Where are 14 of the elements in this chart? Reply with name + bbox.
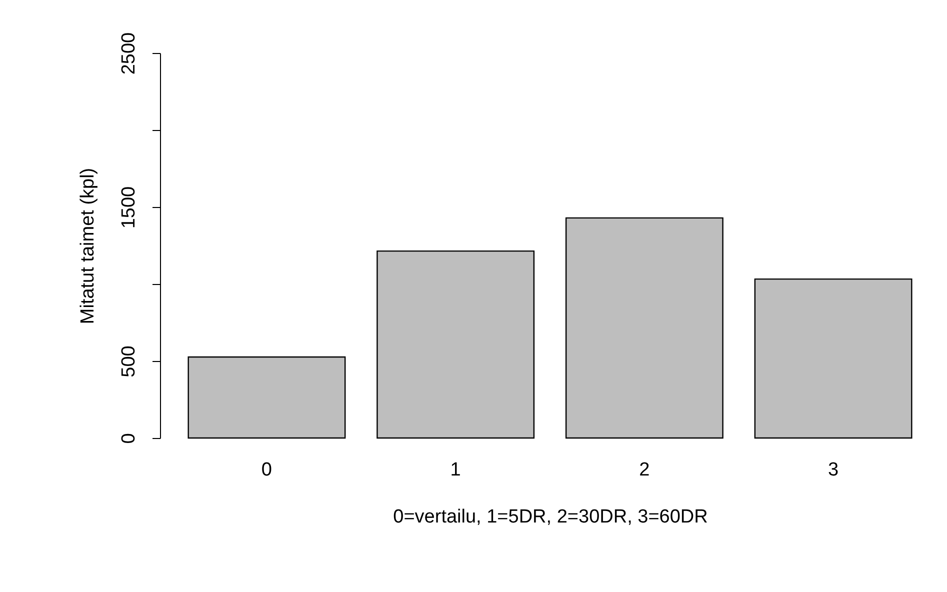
bar [754, 278, 912, 439]
x-tick-label: 2 [639, 460, 650, 480]
y-tick-label: 2500 [118, 32, 140, 75]
x-tick-label: 0 [261, 460, 272, 480]
x-tick-label: 3 [828, 460, 839, 480]
x-axis-title: 0=vertailu, 1=5DR, 2=30DR, 3=60DR [393, 506, 708, 528]
y-tick-label: 1500 [118, 186, 140, 229]
bar [376, 250, 535, 439]
bar [565, 217, 724, 439]
bar [188, 356, 346, 439]
x-tick-label: 1 [450, 460, 461, 480]
y-tick-label: 500 [118, 346, 140, 378]
y-tick-label: 0 [118, 433, 140, 444]
y-axis-title: Mitatut taimet (kpl) [78, 168, 98, 324]
